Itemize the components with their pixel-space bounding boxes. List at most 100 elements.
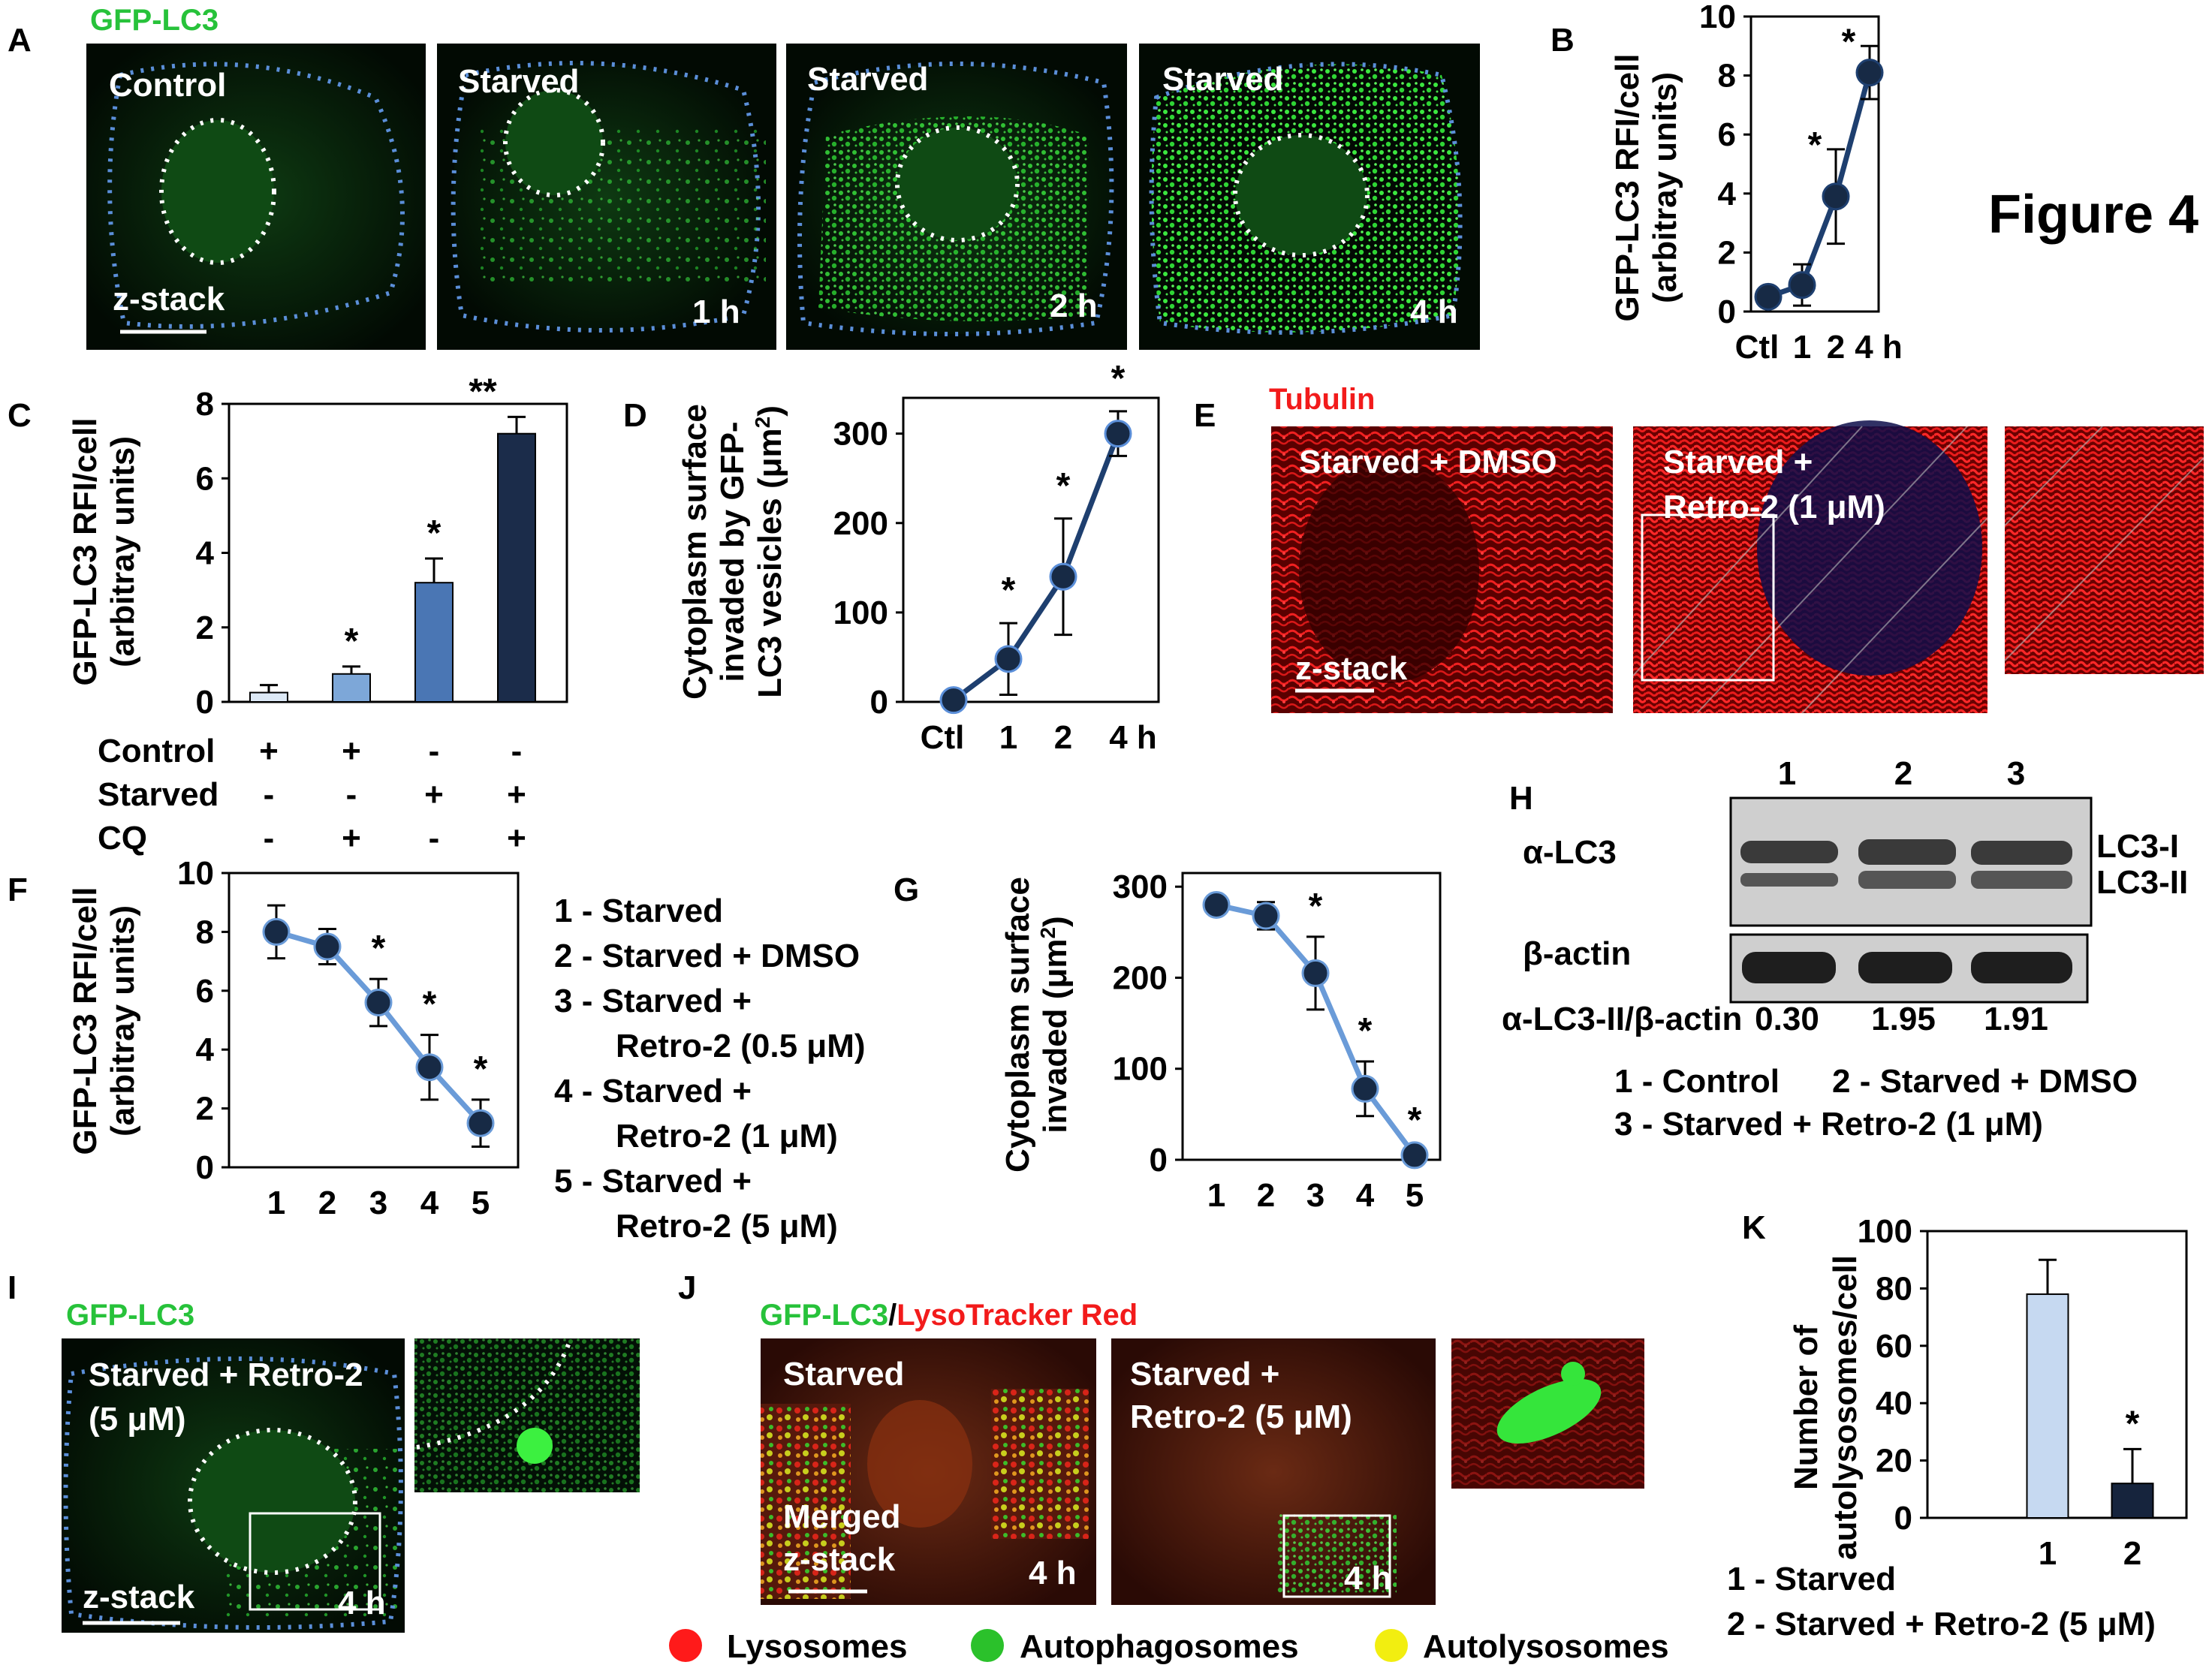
chart-k-xtick-label: 1 (2039, 1535, 2057, 1572)
blot-ratio-2: 1.95 (1871, 1001, 1936, 1037)
f-legend-4: 4 - Starved + (554, 1073, 752, 1109)
chart-c-sign: + (507, 820, 526, 857)
blot-ratio-3: 1.91 (1984, 1001, 2048, 1037)
panel-label-i: I (8, 1269, 17, 1306)
panel-label-d: D (623, 397, 647, 434)
chart-c-sign: + (507, 776, 526, 813)
f-legend-5b: Retro-2 (5 μM) (616, 1208, 838, 1245)
chart-k-ytick-label: 40 (1876, 1385, 1912, 1422)
blot-row-lc3: α-LC3 (1523, 834, 1617, 871)
chart-c-ytick-label: 2 (196, 610, 214, 646)
chart-k-ytick-label: 100 (1858, 1213, 1912, 1250)
panel-j-image-1-note-1: Merged (783, 1498, 900, 1535)
legend-autolysosomes-dot (1375, 1629, 1408, 1662)
chart-d-ytick-label: 100 (833, 595, 888, 631)
chart-b-point (1822, 182, 1850, 211)
chart-f-ytick-label: 2 (196, 1091, 214, 1128)
panel-i-condition-2: (5 μM) (89, 1401, 186, 1438)
chart-f-ylabel-1: GFP-LC3 RFI/cell (67, 887, 104, 1155)
chart-c-sign: + (342, 820, 361, 857)
panel-a-image-4-condition: Starved (1162, 61, 1283, 98)
chart-d-series-line (951, 432, 1121, 703)
chart-d-ytick-label: 300 (833, 416, 888, 453)
chart-f-significance: * (372, 929, 386, 968)
panel-a-image-1: Control z-stack (86, 44, 426, 350)
chart-f-ytick-label: 10 (177, 855, 214, 892)
chart-k-xtick-label: 2 (2123, 1535, 2141, 1572)
f-legend-1: 1 - Starved (554, 893, 723, 929)
chart-b-ytick-label: 0 (1718, 294, 1736, 330)
chart-d-xtick-label: 1 (999, 719, 1017, 756)
chart-b-ylabel-2: (arbitray units) (1647, 72, 1683, 303)
chart-b-significance: * (1808, 125, 1822, 165)
chart-g: 0 100 200 300 * * * 1 2 3 4 5 (1113, 869, 1442, 1214)
panel-a-image-2-time: 1 h (692, 294, 740, 330)
chart-b-ylabel-1: GFP-LC3 RFI/cell (1609, 54, 1646, 322)
panel-label-c: C (8, 397, 32, 434)
chart-b-point (1754, 282, 1783, 311)
panel-label-a: A (8, 22, 32, 59)
chart-d-point (939, 686, 968, 715)
panel-label-j: J (678, 1269, 696, 1306)
chart-c-ytick-label: 8 (196, 386, 214, 423)
panel-a-channel-label: GFP-LC3 (90, 4, 218, 37)
chart-b-ytick-label: 8 (1718, 58, 1736, 95)
chart-c-sign: + (259, 733, 279, 769)
panel-j-image-2-condition-1: Starved + (1130, 1356, 1279, 1392)
chart-g-ytick-label: 0 (1150, 1142, 1168, 1179)
panel-j-image-1-note-2: z-stack (783, 1541, 896, 1578)
chart-c-condition-3: CQ (98, 820, 147, 857)
chart-d-significance: * (1056, 466, 1071, 506)
chart-b-ytick-label: 4 (1718, 176, 1737, 212)
chart-k-significance: * (2126, 1404, 2140, 1444)
chart-k-bar (2111, 1483, 2154, 1519)
panel-e-channel-label: Tubulin (1269, 383, 1375, 416)
chart-f-point (262, 917, 291, 946)
panel-label-h: H (1509, 780, 1533, 817)
chart-c-significance: ** (469, 372, 497, 411)
chart-b-xtick-label: 4 h (1855, 329, 1903, 366)
panel-j-image-2: Starved + Retro-2 (5 μM) 4 h (1111, 1338, 1436, 1605)
chart-g-point (1301, 959, 1330, 987)
chart-c-sign: - (346, 776, 357, 813)
chart-c-ytick-label: 0 (196, 684, 214, 721)
chart-b-frame (1749, 15, 1880, 313)
panel-i-image: Starved + Retro-2 (5 μM) z-stack 4 h (62, 1338, 405, 1633)
panel-a-image-2: Starved 1 h (437, 44, 776, 350)
chart-g-significance: * (1358, 1011, 1373, 1051)
blot-lane-1: 1 (1778, 755, 1796, 792)
chart-c-sign: - (429, 733, 440, 769)
chart-d-ytick-label: 200 (833, 505, 888, 542)
chart-f-point (466, 1109, 495, 1137)
chart-d-point (994, 645, 1023, 673)
chart-f-significance: * (423, 985, 437, 1025)
chart-f-point (313, 932, 342, 961)
chart-b-series-line (1767, 71, 1873, 300)
chart-g-xtick-label: 4 (1356, 1177, 1375, 1214)
panel-label-k: K (1742, 1209, 1766, 1246)
panel-e-image-2: Starved + Retro-2 (1 μM) (1632, 420, 1988, 714)
f-legend-5: 5 - Starved + (554, 1163, 752, 1200)
panel-a-image-3-time: 2 h (1050, 288, 1098, 324)
chart-g-point (1400, 1141, 1429, 1170)
chart-c-ytick-label: 6 (196, 460, 214, 497)
chart-b-xtick-label: 1 (1793, 329, 1811, 366)
chart-k-bar (2026, 1293, 2069, 1519)
chart-k-ytick-label: 20 (1876, 1443, 1912, 1480)
blot-legend-1: 1 - Control (1614, 1063, 1780, 1100)
chart-k-ytick-label: 80 (1876, 1270, 1912, 1307)
chart-d-point (1049, 562, 1077, 591)
chart-b-point (1855, 59, 1884, 87)
chart-g-xtick-label: 1 (1207, 1177, 1225, 1214)
chart-b-ytick-label: 2 (1718, 234, 1736, 271)
legend-autolysosomes-label: Autolysosomes (1423, 1628, 1669, 1665)
legend-lysosomes-dot (669, 1629, 702, 1662)
chart-g-ylabel-2: invaded (μm2) (1036, 916, 1074, 1133)
chart-k-ytick-label: 60 (1876, 1328, 1912, 1365)
chart-f-significance: * (474, 1049, 488, 1089)
chart-d-significance: * (1111, 359, 1126, 399)
chart-c-condition-2: Starved (98, 776, 218, 813)
chart-g-xtick-label: 5 (1406, 1177, 1424, 1214)
